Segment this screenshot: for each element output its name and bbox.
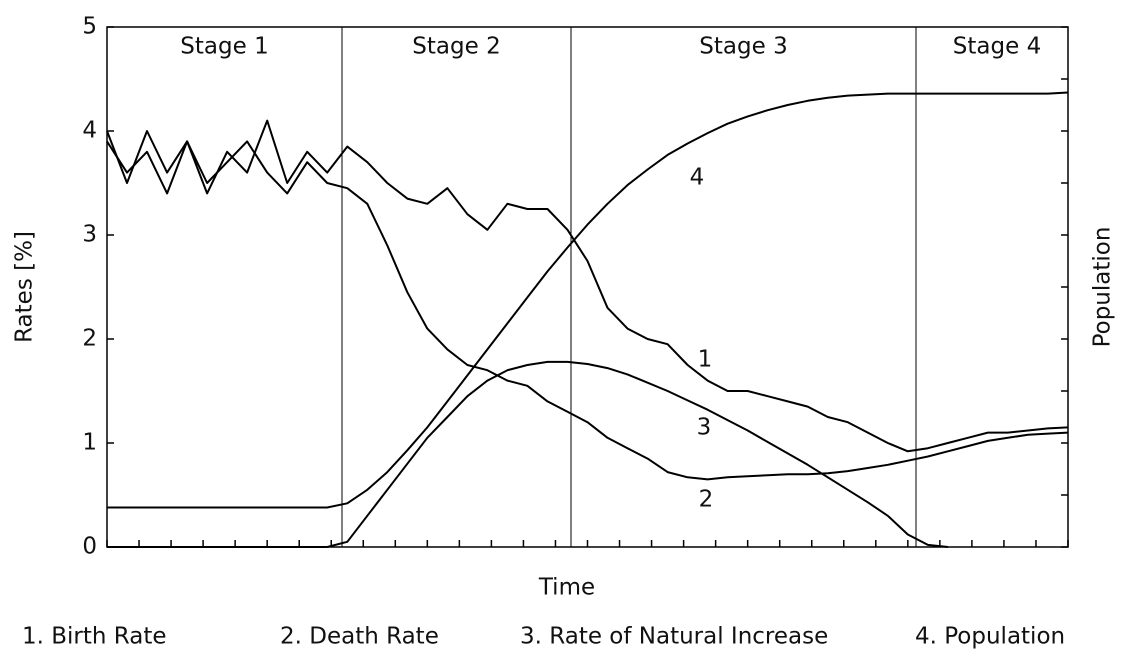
y-tick-label: 3 xyxy=(82,222,97,248)
y-tick-label: 1 xyxy=(82,430,97,456)
y-axis-title: Rates [%] xyxy=(12,231,38,343)
y-tick-label: 2 xyxy=(82,326,97,352)
line-label: 4 xyxy=(690,165,705,191)
series-line xyxy=(106,140,1069,481)
y-tick-label: 5 xyxy=(82,14,97,40)
y-tick-label: 4 xyxy=(82,118,97,144)
stage-label: Stage 1 xyxy=(180,34,268,60)
stage-label: Stage 2 xyxy=(412,34,500,60)
plot-frame xyxy=(106,26,1069,548)
x-axis-title: Time xyxy=(538,575,595,601)
y2-axis-title: Population xyxy=(1090,227,1116,348)
legend-entry: 4. Population xyxy=(915,624,1065,650)
legend-entry: 3. Rate of Natural Increase xyxy=(520,624,828,650)
legend-entry: 1. Birth Rate xyxy=(22,624,167,650)
series-line xyxy=(107,360,949,548)
stage-label: Stage 4 xyxy=(953,34,1041,60)
line-label: 2 xyxy=(699,487,714,513)
y-tick-label: 0 xyxy=(82,534,97,560)
series-line xyxy=(106,119,1069,453)
legend-entry: 2. Death Rate xyxy=(280,624,439,650)
series-line xyxy=(107,91,1069,509)
line-label: 3 xyxy=(697,415,712,441)
stage-label: Stage 3 xyxy=(699,34,787,60)
line-label: 1 xyxy=(698,347,713,373)
